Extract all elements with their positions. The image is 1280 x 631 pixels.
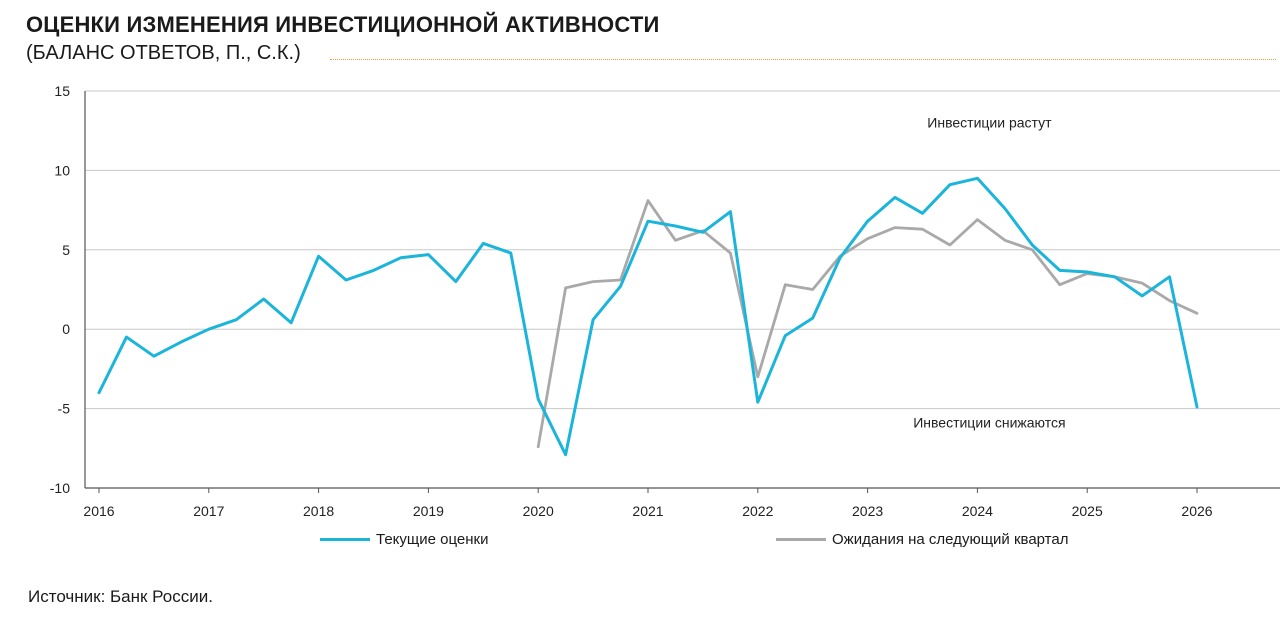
annotation-rising: Инвестиции растут (927, 115, 1052, 131)
x-tick-label: 2019 (413, 503, 444, 519)
y-tick-label: 5 (62, 242, 70, 258)
legend-item-current: Текущие оценки (320, 531, 488, 548)
chart-subtitle: (БАЛАНС ОТВЕТОВ, П., С.К.) (26, 42, 305, 65)
x-tick-label: 2025 (1072, 503, 1103, 519)
legend-item-expected: Ожидания на следующий квартал (776, 531, 1068, 548)
series-line-expected (536, 199, 1199, 449)
y-tick-label: -10 (50, 480, 70, 496)
series-lines (97, 176, 1199, 457)
gridlines (85, 90, 1280, 410)
x-tick-label: 2021 (632, 503, 663, 519)
source-note: Источник: Банк России. (28, 587, 213, 606)
x-tick-label: 2018 (303, 503, 334, 519)
chart-title: ОЦЕНКИ ИЗМЕНЕНИЯ ИНВЕСТИЦИОННОЙ АКТИВНОС… (26, 12, 660, 37)
x-tick-label: 2022 (742, 503, 773, 519)
y-axis-ticks: 15 10 5 0 -5 -10 (50, 83, 70, 496)
x-tick-label: 2016 (83, 503, 114, 519)
series-line-current (97, 176, 1199, 457)
legend-label-expected: Ожидания на следующий квартал (832, 531, 1069, 548)
y-tick-label: -5 (58, 401, 71, 417)
x-tick-label: 2024 (962, 503, 993, 519)
x-tick-label: 2020 (523, 503, 554, 519)
x-tick-label: 2017 (193, 503, 224, 519)
x-tick-label: 2026 (1181, 503, 1212, 519)
legend-label-current: Текущие оценки (376, 531, 489, 548)
annotation-falling: Инвестиции снижаются (913, 415, 1065, 431)
x-axis: 2016 2017 2018 2019 2020 2021 2022 2023 2024 2025… (83, 91, 1280, 519)
title-divider (330, 59, 1276, 60)
legend-swatch-expected (776, 538, 826, 541)
y-tick-label: 10 (54, 162, 70, 178)
y-tick-label: 15 (54, 83, 70, 99)
annotations: Инвестиции растут Инвестиции снижаются (913, 115, 1065, 431)
x-tick-label: 2023 (852, 503, 883, 519)
legend-swatch-current (320, 538, 370, 541)
y-tick-label: 0 (62, 321, 70, 337)
